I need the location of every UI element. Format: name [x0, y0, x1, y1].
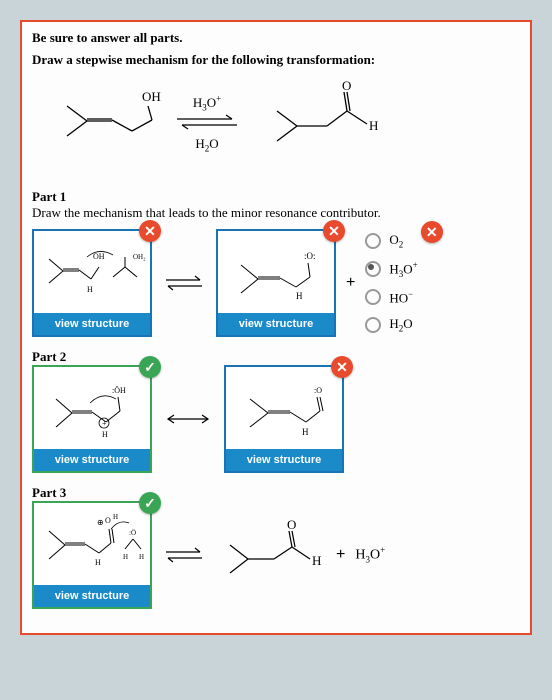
part1-box2-canvas: :O: H [218, 231, 334, 313]
worksheet-page: Be sure to answer all parts. Draw a step… [20, 20, 532, 635]
reaction-scheme: OH H3O+ H2O [32, 76, 520, 171]
radio-icon[interactable] [365, 261, 381, 277]
option-label: H3O+ [389, 260, 417, 279]
view-structure-button[interactable]: view structure [218, 313, 334, 335]
reaction-arrow-block: H3O+ H2O [172, 94, 242, 154]
radio-icon[interactable] [365, 289, 381, 305]
svg-text:H: H [296, 291, 303, 301]
part1-options: ✕ O2 H3O+ HO− H2O [365, 232, 431, 333]
radio-icon[interactable] [365, 233, 381, 249]
plus-sign: + [346, 274, 355, 292]
view-structure-button[interactable]: view structure [34, 585, 150, 607]
equilibrium-arrow-icon [162, 273, 206, 293]
view-structure-button[interactable]: view structure [226, 449, 342, 471]
equilibrium-arrow-icon [172, 113, 242, 131]
resonance-arrow-icon [162, 411, 214, 427]
svg-text:H: H [139, 553, 144, 561]
incorrect-badge-icon: ✕ [421, 221, 443, 243]
header-instruction: Be sure to answer all parts. [32, 30, 520, 46]
svg-text:H: H [123, 553, 128, 561]
product-o-label: O [342, 78, 351, 93]
part1-desc: Draw the mechanism that leads to the min… [32, 205, 520, 221]
svg-text:OH₂: OH₂ [133, 253, 146, 261]
part2-box2-canvas: :O H [226, 367, 342, 449]
part3-product: O H [216, 515, 326, 595]
svg-text:H: H [312, 553, 321, 568]
reactant-structure: OH [52, 81, 162, 166]
option-ho[interactable]: HO− [365, 289, 417, 306]
radio-icon[interactable] [365, 317, 381, 333]
option-h3o[interactable]: H3O+ [365, 260, 417, 279]
svg-text:H: H [87, 285, 93, 294]
svg-text::O:: :O: [304, 251, 316, 261]
part3-row: ✓ [32, 501, 520, 609]
oh-label: OH [142, 89, 161, 104]
part3-box1-canvas: ⊕ O H H :Ö H H [34, 503, 150, 585]
part1-box2[interactable]: ✕ :O: H view structure [216, 229, 336, 337]
product-structure: O H [262, 76, 382, 171]
option-label: HO− [389, 289, 413, 306]
svg-text:H: H [302, 427, 309, 437]
svg-text::ÖH: :ÖH [112, 386, 126, 395]
option-h2o[interactable]: H2O [365, 316, 417, 334]
equilibrium-arrow-icon [162, 545, 206, 565]
option-label: O2 [389, 232, 403, 250]
part3-label: Part 3 [32, 485, 520, 501]
plus-sign: + [336, 546, 345, 564]
svg-text:H: H [113, 513, 118, 521]
part2-box2[interactable]: ✕ :O H view stru [224, 365, 344, 473]
product-h-label: H [369, 118, 378, 133]
svg-text:H: H [95, 558, 101, 567]
svg-text::O: :O [314, 386, 322, 395]
part2-box1[interactable]: ✓ :ÖH + H [32, 365, 152, 473]
svg-text:H: H [102, 430, 108, 439]
option-o2[interactable]: O2 [365, 232, 417, 250]
svg-text::Ö: :Ö [129, 529, 136, 537]
part1-label: Part 1 [32, 189, 520, 205]
view-structure-button[interactable]: view structure [34, 313, 150, 335]
svg-text:OH: OH [93, 252, 105, 261]
prompt: Draw a stepwise mechanism for the follow… [32, 52, 520, 68]
part1-box1-canvas: OH H OH₂ [34, 231, 150, 313]
option-label: H2O [389, 316, 412, 334]
part2-row: ✓ :ÖH + H [32, 365, 520, 473]
svg-text:O: O [287, 517, 296, 532]
part3-box1[interactable]: ✓ [32, 501, 152, 609]
reagent-top: H3O+ [193, 95, 221, 110]
part2-label: Part 2 [32, 349, 520, 365]
part2-box1-canvas: :ÖH + H [34, 367, 150, 449]
part3-byproduct: H3O+ [355, 545, 385, 564]
svg-text:O: O [105, 516, 111, 525]
view-structure-button[interactable]: view structure [34, 449, 150, 471]
svg-text:⊕: ⊕ [97, 518, 104, 527]
reagent-bottom: H2O [195, 136, 218, 151]
svg-text:+: + [102, 419, 107, 428]
part1-row: ✕ OH [32, 229, 520, 337]
part1-box1[interactable]: ✕ OH [32, 229, 152, 337]
